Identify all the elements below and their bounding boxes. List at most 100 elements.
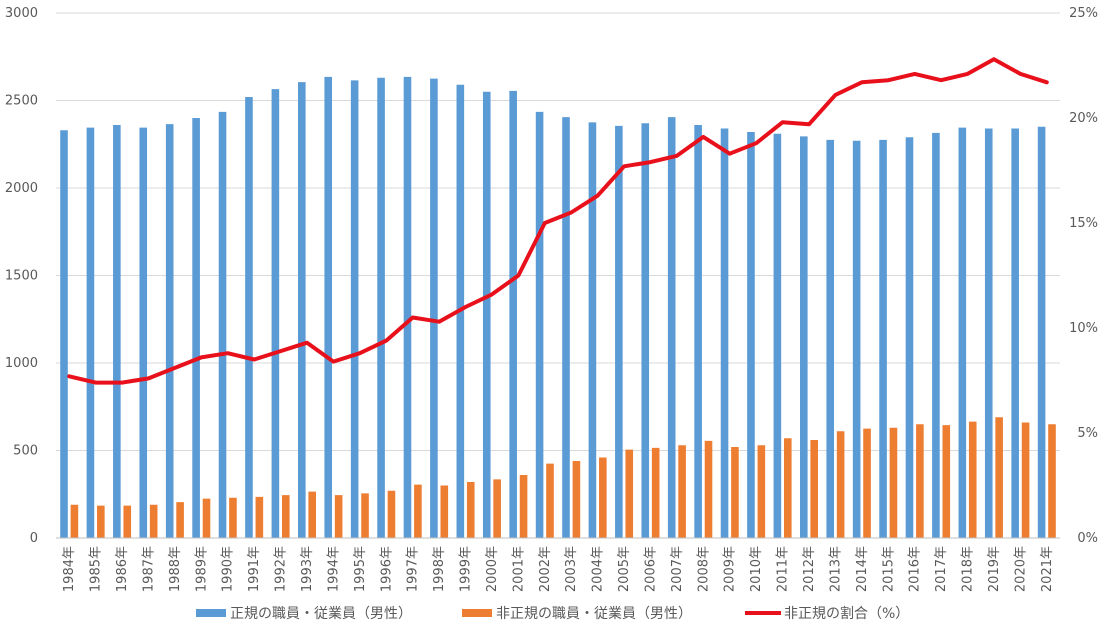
x-axis-tick-label: 2008年 xyxy=(696,546,711,592)
x-axis-tick-label: 2017年 xyxy=(934,546,949,592)
right-axis-tick-labels: 0%5%10%15%20%25% xyxy=(1069,6,1098,546)
x-axis-tick-label: 1986年 xyxy=(115,546,130,592)
bar-regular xyxy=(166,124,174,538)
ratio-line xyxy=(69,59,1047,383)
bar-non-regular xyxy=(441,486,449,539)
bar-regular xyxy=(245,97,253,538)
bar-non-regular xyxy=(652,448,660,538)
bar-non-regular xyxy=(308,492,316,538)
x-axis-tick-label: 2010年 xyxy=(749,546,764,592)
bar-non-regular xyxy=(203,499,211,538)
bar-non-regular xyxy=(863,429,871,538)
bar-regular xyxy=(615,126,623,538)
bar-non-regular xyxy=(176,502,184,538)
bar-regular xyxy=(192,118,200,538)
bar-regular xyxy=(351,80,359,538)
bar-regular xyxy=(113,125,121,538)
x-axis-tick-label: 2013年 xyxy=(828,546,843,592)
bar-non-regular xyxy=(573,461,581,538)
bar-regular xyxy=(694,125,702,538)
x-axis-tick-label: 1990年 xyxy=(221,546,236,592)
left-axis-tick-label: 2500 xyxy=(5,94,38,109)
x-axis-tick-label: 1984年 xyxy=(62,546,77,592)
bar-regular xyxy=(853,141,861,538)
bar-regular xyxy=(1011,129,1019,539)
bar-regular xyxy=(721,129,729,539)
x-axis-tick-label: 1994年 xyxy=(326,546,341,592)
x-axis-tick-label: 2005年 xyxy=(617,546,632,592)
bar-non-regular xyxy=(493,479,501,538)
bar-regular xyxy=(60,130,68,538)
bar-non-regular xyxy=(388,491,396,538)
bar-non-regular xyxy=(361,493,369,538)
bar-non-regular xyxy=(995,417,1003,538)
x-axis-tick-label: 1995年 xyxy=(353,546,368,592)
legend-item: 正規の職員・従業員（男性） xyxy=(196,606,412,622)
bar-regular xyxy=(906,137,914,538)
bar-regular xyxy=(747,132,755,538)
bar-regular xyxy=(272,89,280,538)
bar-non-regular xyxy=(837,431,845,538)
bar-non-regular xyxy=(335,495,343,538)
x-axis-tick-label: 1997年 xyxy=(406,546,421,592)
bars xyxy=(60,77,1056,538)
x-axis-tick-label: 2015年 xyxy=(881,546,896,592)
bar-regular xyxy=(562,117,570,538)
x-axis-tick-label: 1996年 xyxy=(379,546,394,592)
bar-regular xyxy=(1038,127,1046,538)
x-axis-tick-label: 1998年 xyxy=(432,546,447,592)
x-axis-tick-label: 1991年 xyxy=(247,546,262,592)
bar-non-regular xyxy=(229,498,237,538)
legend-item: 非正規の割合（%） xyxy=(745,605,909,622)
x-axis-tick-label: 2016年 xyxy=(908,546,923,592)
bar-regular xyxy=(589,122,597,538)
bar-regular xyxy=(298,82,306,538)
bar-non-regular xyxy=(969,422,977,538)
left-axis-tick-label: 0 xyxy=(30,531,38,546)
bar-non-regular xyxy=(916,424,924,538)
right-axis-tick-label: 0% xyxy=(1077,531,1098,546)
bar-regular xyxy=(668,117,676,538)
bar-non-regular xyxy=(1022,423,1030,539)
x-axis-tick-label: 1993年 xyxy=(300,546,315,592)
legend-item: 非正規の職員・従業員（男性） xyxy=(462,606,692,622)
bar-non-regular xyxy=(890,428,898,538)
bar-regular xyxy=(404,77,412,538)
bar-non-regular xyxy=(256,497,264,538)
bar-regular xyxy=(219,112,227,538)
bar-non-regular xyxy=(731,447,739,538)
x-axis-tick-label: 2009年 xyxy=(723,546,738,592)
x-axis-tick-label: 2002年 xyxy=(538,546,553,592)
x-axis-tick-label: 1988年 xyxy=(168,546,183,592)
bar-non-regular xyxy=(97,506,105,538)
bar-non-regular xyxy=(599,458,607,539)
x-axis-tick-label: 2019年 xyxy=(987,546,1002,592)
bar-regular xyxy=(430,79,438,538)
x-axis-tick-label: 1985年 xyxy=(89,546,104,592)
x-axis-tick-label: 2003年 xyxy=(564,546,579,592)
bar-non-regular xyxy=(520,475,528,538)
bar-regular xyxy=(826,140,834,538)
bar-regular xyxy=(932,133,940,538)
bar-non-regular xyxy=(784,438,792,538)
right-axis-tick-label: 10% xyxy=(1069,321,1098,336)
bar-non-regular xyxy=(546,464,554,538)
x-axis-tick-label: 2020年 xyxy=(1013,546,1028,592)
legend-swatch xyxy=(462,609,492,617)
bar-non-regular xyxy=(414,485,422,538)
bar-regular xyxy=(800,136,808,538)
x-axis-tick-label: 2000年 xyxy=(485,546,500,592)
right-axis-tick-label: 25% xyxy=(1069,6,1098,21)
bar-non-regular xyxy=(1048,424,1056,538)
bar-non-regular xyxy=(758,445,766,538)
bar-non-regular xyxy=(625,450,633,538)
ratio-line-path xyxy=(69,59,1047,382)
bar-regular xyxy=(985,129,993,539)
right-axis-tick-label: 5% xyxy=(1077,426,1098,441)
legend-label: 非正規の割合（%） xyxy=(784,605,909,622)
bar-regular xyxy=(377,78,385,538)
bar-non-regular xyxy=(282,495,290,538)
